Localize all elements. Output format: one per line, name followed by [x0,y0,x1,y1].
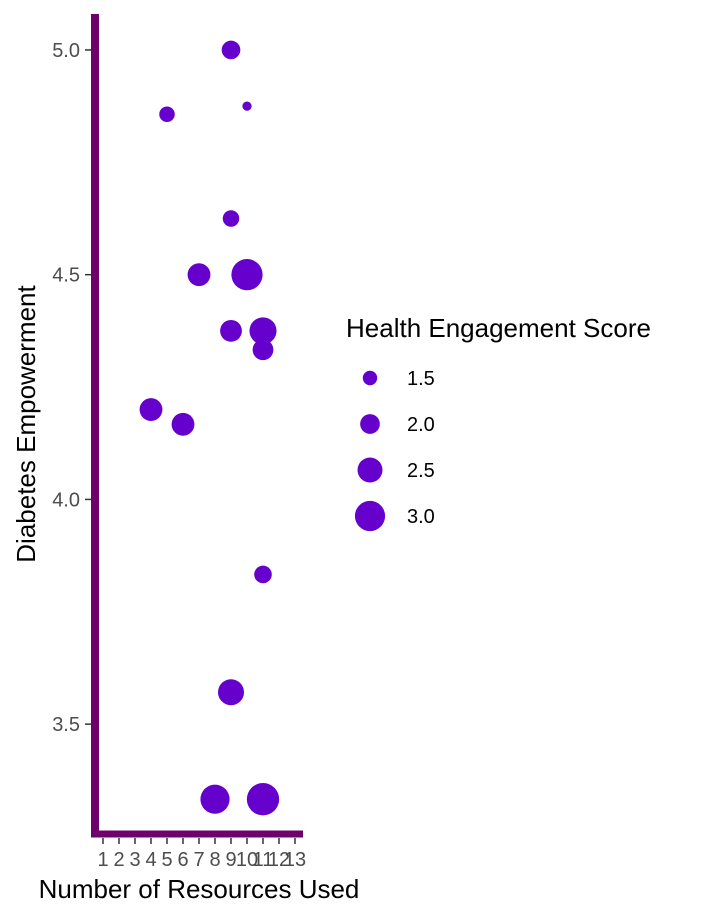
x-tick-label: 10 [236,849,258,871]
legend-label-2.5: 2.5 [407,460,435,482]
y-tick-label: 4.5 [52,265,80,287]
x-tick-label: 8 [209,849,220,871]
legend-label-2.0: 2.0 [407,414,435,436]
y-tick-label: 4.0 [52,489,80,511]
legend-key-1.5 [362,370,378,386]
data-point-6 [231,259,263,291]
x-tick-label: 11 [253,849,274,871]
legend-title: Health Engagement Score [346,313,651,343]
legend-key-2.5 [357,457,383,483]
y-tick-label: 3.5 [52,714,80,736]
data-point-1 [221,40,241,60]
x-tick-label: 7 [193,849,204,871]
y-axis-ticks: 3.5 4.0 4.5 5.0 [52,40,91,736]
legend-items: 1.5 2.0 2.5 3.0 [354,368,435,532]
data-point-9 [252,339,274,361]
x-tick-label: 5 [161,849,172,871]
legend-label-1.5: 1.5 [407,368,435,390]
x-tick-label: 1 [97,849,108,871]
points-layer [139,40,280,816]
data-point-14 [200,784,230,814]
data-point-5 [187,263,211,287]
y-tick-label: 5.0 [52,40,80,62]
x-tick-label: 13 [284,849,306,871]
data-point-3 [242,101,252,111]
size-legend: Health Engagement Score 1.5 2.0 2.5 3.0 [346,313,651,532]
x-axis-title: Number of Resources Used [39,874,360,904]
data-point-8 [249,317,277,345]
x-tick-label: 4 [145,849,156,871]
data-point-4 [222,210,240,227]
data-point-12 [254,565,272,584]
x-tick-label: 6 [177,849,188,871]
legend-key-3.0 [354,500,386,532]
legend-label-3.0: 3.0 [407,506,435,528]
x-tick-label: 3 [129,849,140,871]
data-point-7 [220,319,242,342]
x-tick-label: 9 [225,849,236,871]
data-point-2 [159,106,175,122]
x-tick-label: 2 [113,849,124,871]
data-point-10 [139,398,163,421]
x-tick-label: 12 [268,849,290,871]
y-axis-title: Diabetes Empowerment [11,285,41,563]
axes-layer [91,14,303,838]
data-point-15 [246,783,280,816]
legend-key-2.0 [360,414,380,434]
data-point-13 [218,679,244,706]
data-point-11 [171,412,195,436]
